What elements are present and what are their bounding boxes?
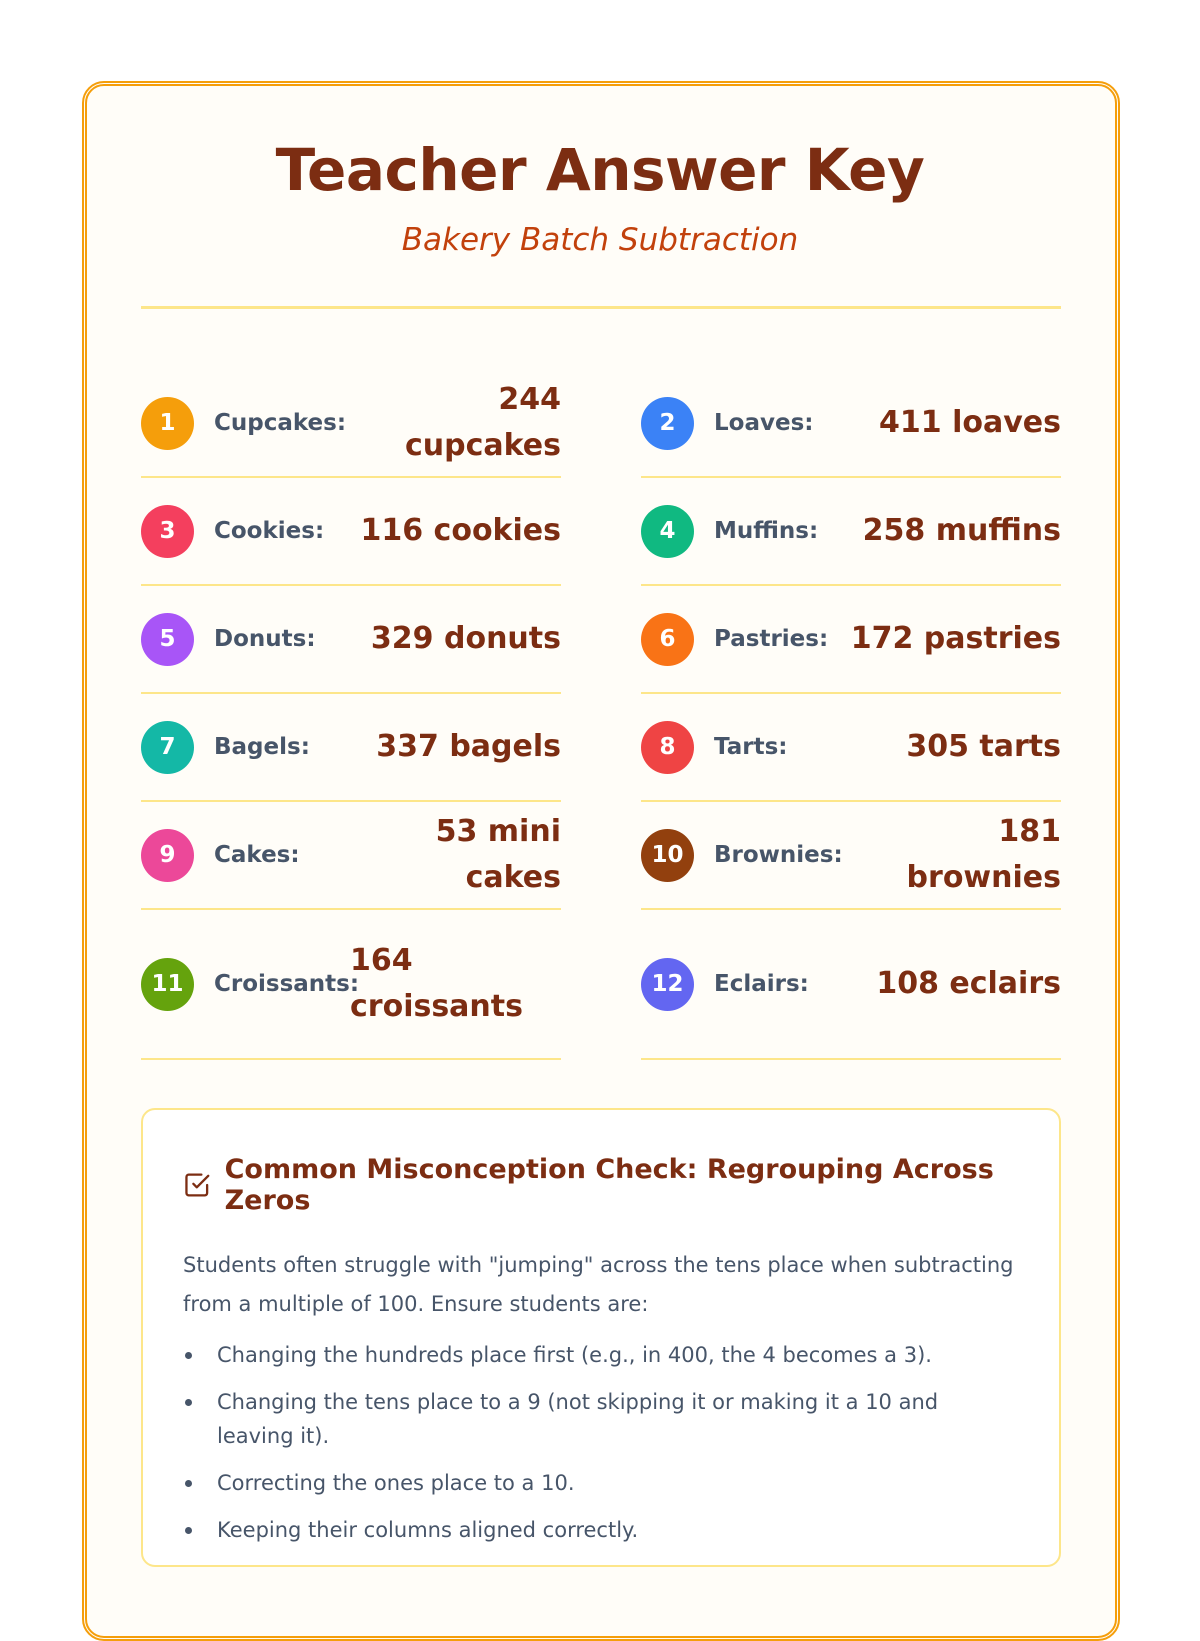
number-badge: 1 — [141, 396, 194, 450]
item-label: Brownies: — [714, 842, 843, 868]
page-title: Teacher Answer Key — [275, 136, 925, 204]
answer-value: 116 cookies — [360, 513, 561, 548]
list-item: Changing the tens place to a 9 (not skip… — [183, 1385, 1019, 1453]
answer-value: 411 loaves — [879, 405, 1061, 440]
item-label: Bagels: — [214, 734, 310, 760]
answer-row: 7 Bagels: 337 bagels — [141, 694, 561, 802]
answer-value: 164 croissants — [350, 943, 523, 1024]
checkbox-icon — [185, 1173, 210, 1197]
misconception-title: Common Misconception Check: Regrouping A… — [224, 1154, 994, 1216]
answer-value: 337 bagels — [376, 729, 561, 764]
number-badge: 12 — [641, 957, 694, 1011]
answer-row: 1 Cupcakes: 244 cupcakes — [141, 370, 561, 478]
number-badge: 5 — [141, 612, 194, 666]
answer-row: 11 Croissants: 164 croissants — [141, 910, 561, 1060]
number-badge: 11 — [141, 957, 194, 1011]
item-label: Croissants: — [214, 971, 360, 997]
answer-row: 2 Loaves: 411 loaves — [641, 370, 1061, 478]
number-badge: 6 — [641, 612, 694, 666]
number-badge: 4 — [641, 504, 694, 558]
item-label: Cakes: — [214, 842, 300, 868]
item-label: Muffins: — [714, 518, 819, 544]
item-label: Loaves: — [714, 410, 814, 436]
number-badge: 2 — [641, 396, 694, 450]
misconception-intro: Students often struggle with "jumping" a… — [183, 1253, 1014, 1316]
answer-value: 305 tarts — [906, 729, 1061, 764]
list-item: Correcting the ones place to a 10. — [183, 1466, 1019, 1500]
answer-row: 8 Tarts: 305 tarts — [641, 694, 1061, 802]
number-badge: 7 — [141, 720, 194, 774]
number-badge: 9 — [141, 828, 194, 882]
list-item: Changing the hundreds place first (e.g.,… — [183, 1338, 1019, 1372]
answer-row: 10 Brownies: 181 brownies — [641, 802, 1061, 910]
answer-value: 172 pastries — [850, 621, 1061, 656]
answer-value: 244 cupcakes — [405, 382, 561, 463]
answer-value: 329 donuts — [370, 621, 561, 656]
number-badge: 10 — [641, 828, 694, 882]
answer-row: 3 Cookies: 116 cookies — [141, 478, 561, 586]
item-label: Donuts: — [214, 626, 316, 652]
answer-row: 9 Cakes: 53 mini cakes — [141, 802, 561, 910]
answer-row: 4 Muffins: 258 muffins — [641, 478, 1061, 586]
item-label: Cookies: — [214, 518, 325, 544]
answer-row: 6 Pastries: 172 pastries — [641, 586, 1061, 694]
list-item: Keeping their columns aligned correctly. — [183, 1513, 1019, 1547]
number-badge: 3 — [141, 504, 194, 558]
item-label: Pastries: — [714, 626, 829, 652]
answer-value: 258 muffins — [862, 513, 1061, 548]
answers-grid: 1 Cupcakes: 244 cupcakes 2 Loaves: 411 loaves… — [141, 370, 1061, 1060]
answer-row: 12 Eclairs: 108 eclairs — [641, 910, 1061, 1060]
page-subtitle: Bakery Batch Subtraction — [401, 222, 799, 258]
misconception-list: Changing the hundreds place first (e.g.,… — [183, 1338, 1019, 1547]
misconception-heading: Common Misconception Check: Regrouping A… — [183, 1154, 1019, 1216]
item-label: Eclairs: — [714, 971, 809, 997]
answer-value: 108 eclairs — [876, 966, 1061, 1001]
number-badge: 8 — [641, 720, 694, 774]
answer-value: 181 brownies — [906, 814, 1061, 895]
answer-value: 53 mini cakes — [435, 814, 561, 895]
divider — [141, 306, 1061, 309]
misconception-box: Common Misconception Check: Regrouping A… — [141, 1108, 1061, 1567]
answer-row: 5 Donuts: 329 donuts — [141, 586, 561, 694]
item-label: Cupcakes: — [214, 410, 347, 436]
item-label: Tarts: — [714, 734, 788, 760]
